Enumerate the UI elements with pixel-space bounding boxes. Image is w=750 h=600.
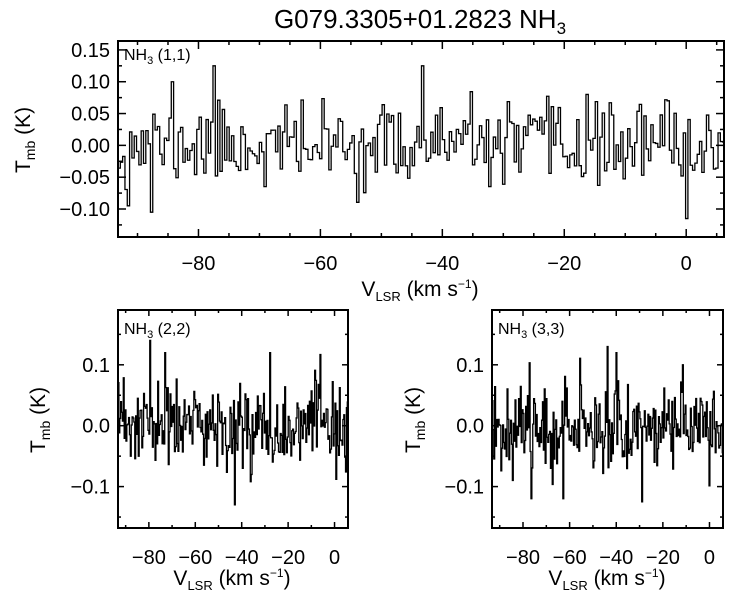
y-tick-label: −0.10 (59, 199, 110, 221)
y-axis-label: Tmb (K) (402, 387, 428, 453)
x-tick-label: −60 (553, 547, 587, 569)
panel-nh3-11: −80 −60 −40 −20 0 −0.10 −0.05 0.00 0.05 0.10 0.15 N… (12, 40, 725, 304)
y-tick-label: 0.0 (456, 416, 484, 438)
y-tick-label: −0.1 (445, 477, 484, 499)
x-tick-label: −40 (599, 547, 633, 569)
x-tick-label: 0 (329, 547, 340, 569)
x-tick-label: −80 (132, 547, 166, 569)
spectrum-line (118, 339, 348, 506)
x-tick-label: −40 (425, 253, 459, 275)
panel-nh3-33: −80 −60 −40 −20 0 −0.1 0.0 0.1 NH3 (3,3) VLSR (km… (402, 309, 724, 593)
plot-frame (117, 40, 725, 238)
x-tick-label: 0 (704, 547, 715, 569)
y-tick-label: 0.1 (456, 355, 484, 377)
transition-label: NH3 (3,3) (498, 321, 565, 341)
y-tick-label: −0.1 (71, 477, 110, 499)
x-tick-label: −60 (303, 253, 337, 275)
y-tick-label: 0.10 (71, 72, 110, 94)
transition-label: NH3 (2,2) (124, 321, 191, 341)
y-tick-label: −0.05 (59, 167, 110, 189)
x-tick-label: −20 (646, 547, 680, 569)
figure-title: G079.3305+01.2823 NH3 (274, 4, 566, 38)
x-tick-label: −80 (506, 547, 540, 569)
spectrum-line (492, 345, 723, 503)
plot-frame (117, 309, 349, 529)
x-tick-label: −60 (178, 547, 212, 569)
x-tick-label: −40 (225, 547, 259, 569)
y-axis-label: Tmb (K) (12, 107, 38, 173)
x-tick-label: −20 (271, 547, 305, 569)
x-axis-label: VLSR (km s−1) (173, 566, 290, 593)
y-tick-label: 0.00 (71, 135, 110, 157)
panel-nh3-22: −80 −60 −40 −20 0 −0.1 0.0 0.1 NH3 (2,2) VLSR (km… (27, 309, 349, 593)
spectrum-line (118, 65, 724, 220)
plot-frame (491, 309, 724, 529)
x-axis-label: VLSR (km s−1) (361, 277, 478, 304)
x-axis-label: VLSR (km s−1) (548, 566, 665, 593)
y-tick-label: 0.0 (82, 416, 110, 438)
transition-label: NH3 (1,1) (124, 47, 191, 67)
x-tick-label: 0 (681, 253, 692, 275)
y-tick-label: 0.1 (82, 355, 110, 377)
y-tick-label: 0.05 (71, 104, 110, 126)
x-tick-label: −20 (547, 253, 581, 275)
y-axis-label: Tmb (K) (27, 387, 53, 453)
x-tick-label: −80 (182, 253, 216, 275)
y-tick-label: 0.15 (71, 40, 110, 62)
